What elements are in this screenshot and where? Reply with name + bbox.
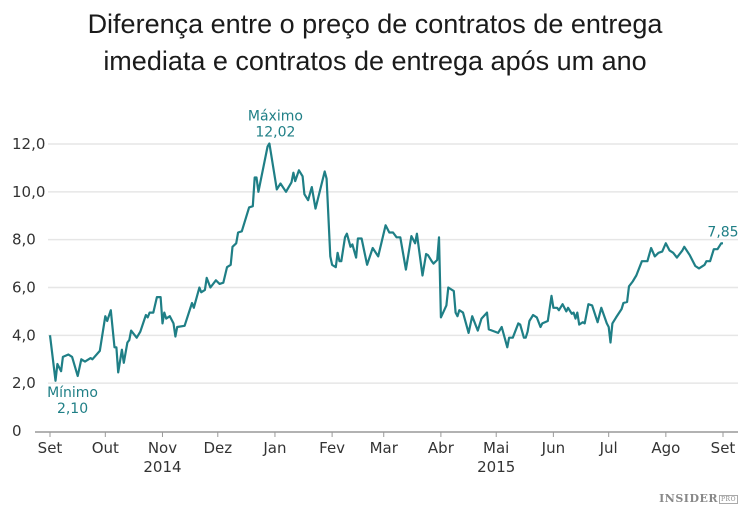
x-tick-label: Mai: [483, 439, 509, 457]
y-tick-label: 0: [12, 422, 22, 440]
annotation-value: 7,85: [707, 224, 738, 240]
x-tick-label: Jul: [599, 439, 618, 457]
x-tick-label: Ago: [651, 439, 680, 457]
annotation-value: 12,02: [255, 125, 295, 141]
x-tick-label: Nov: [148, 439, 177, 457]
x-tick-label: Jan: [262, 439, 286, 457]
chart-title-line-1: Diferença entre o preço de contratos de …: [87, 9, 663, 39]
y-tick-label: 6,0: [12, 279, 36, 297]
x-tick-label: Set: [38, 439, 63, 457]
y-axis: 0 2,0 4,0 6,0 8,0 10,0 12,0: [12, 135, 45, 440]
y-tick-label: 12,0: [12, 135, 45, 153]
chart-title: Diferença entre o preço de contratos de …: [0, 6, 750, 80]
annotation-value: 2,10: [57, 401, 88, 417]
x-tick-label: Jun: [541, 439, 565, 457]
y-tick-label: 8,0: [12, 231, 36, 249]
x-tick-label: Abr: [428, 439, 455, 457]
y-tick-label: 10,0: [12, 183, 45, 201]
x-year-label: 2014: [143, 458, 181, 476]
chart-title-line-2: imediata e contratos de entrega após um …: [103, 46, 647, 76]
x-tick-label: Out: [92, 439, 119, 457]
x-tick-label: Fev: [319, 439, 345, 457]
x-tick-label: Mar: [370, 439, 399, 457]
series-line: [48, 142, 723, 382]
x-year-label: 2015: [477, 458, 515, 476]
y-tick-label: 4,0: [12, 326, 36, 344]
annotation-label: Mínimo: [47, 385, 98, 401]
x-tick-label: Dez: [203, 439, 232, 457]
x-tick-label: Set: [711, 439, 736, 457]
y-tick-label: 2,0: [12, 374, 36, 392]
gridlines: [48, 143, 738, 384]
annotation-label: Máximo: [248, 109, 303, 125]
insider-pro-logo: INSIDER PRO: [659, 492, 738, 505]
